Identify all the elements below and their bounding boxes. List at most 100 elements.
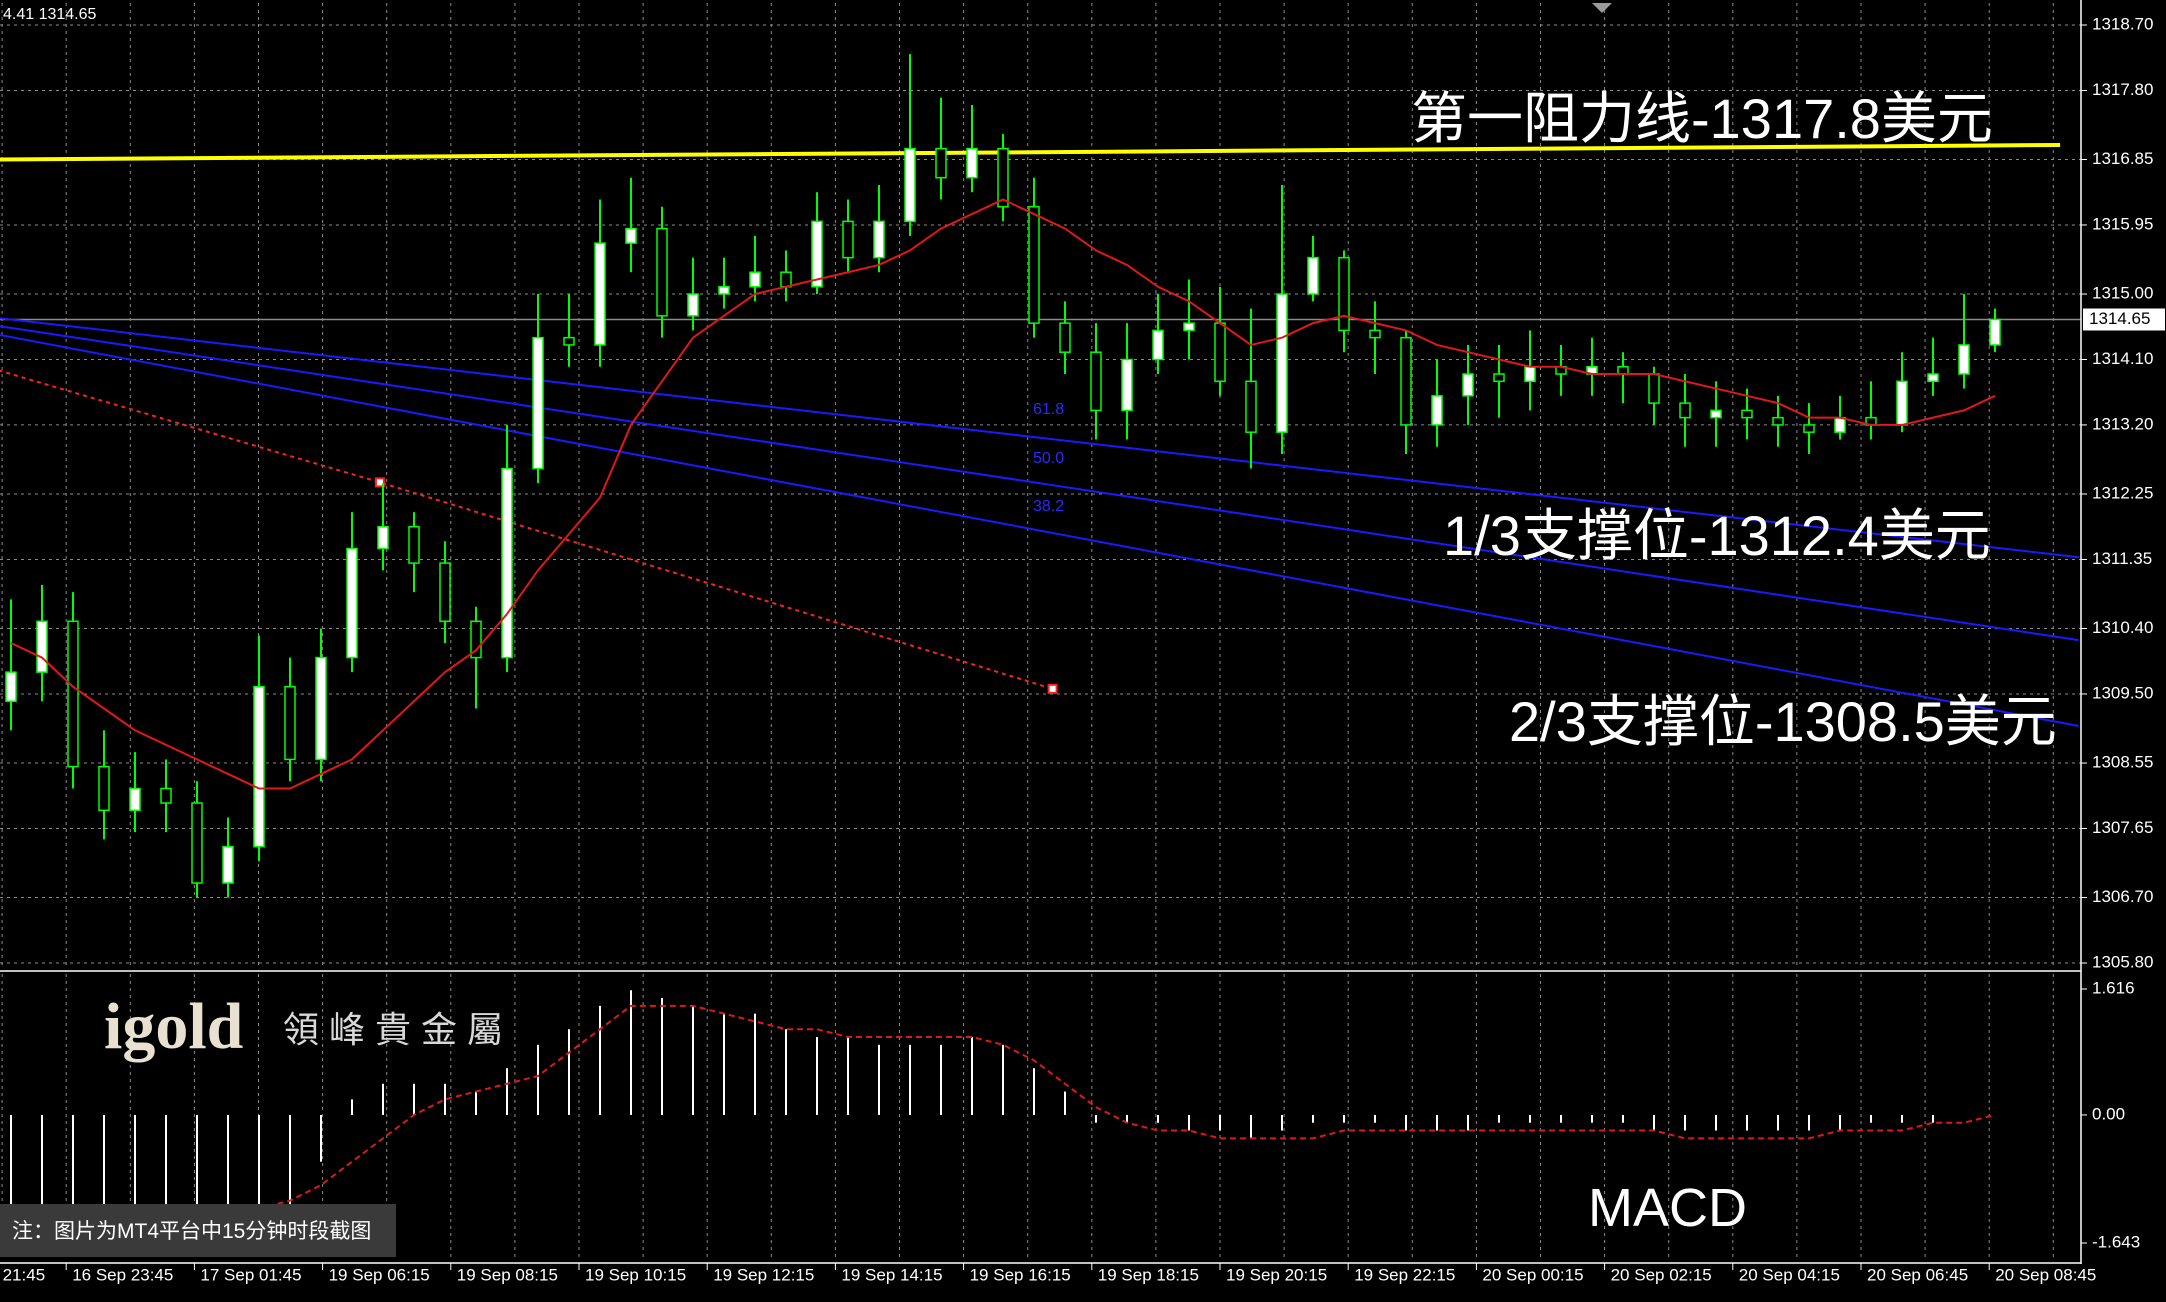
macd-y-tick-label: -1.643 (2092, 1232, 2140, 1251)
trend-line (0, 369, 1053, 690)
macd-signal (11, 1004, 1996, 1233)
candle-body (1431, 395, 1443, 426)
candle-body (346, 547, 358, 659)
y-tick-label: 1313.20 (2092, 414, 2153, 433)
candle-body (594, 242, 606, 346)
candle-body (1958, 344, 1970, 375)
x-tick-label: 19 Sep 08:15 (457, 1265, 558, 1284)
x-tick-label: 20 Sep 08:45 (1995, 1265, 2096, 1284)
candle-body (625, 227, 637, 244)
candle-body (780, 271, 792, 288)
y-tick-label: 1315.00 (2092, 284, 2153, 303)
x-tick-label: 19 Sep 10:15 (585, 1265, 686, 1284)
candle-body (5, 671, 17, 702)
y-tick-label: 1310.40 (2092, 618, 2153, 637)
y-tick-label: 1311.35 (2092, 549, 2152, 568)
candle-body (873, 220, 885, 259)
candle-body (1679, 402, 1691, 419)
y-tick-label: 1308.55 (2092, 753, 2153, 772)
note: 注：图片为MT4平台中15分钟时段截图 (12, 1220, 371, 1243)
candle-body (1772, 416, 1784, 426)
x-tick-label: 16 Sep 21:45 (0, 1265, 45, 1284)
candle-body (1648, 373, 1660, 404)
x-tick-label: 19 Sep 16:15 (970, 1265, 1071, 1284)
fib-label: 61.8 (1033, 401, 1064, 418)
candle-body (1183, 322, 1195, 332)
macd-y-tick-label: 1.616 (2092, 978, 2135, 997)
x-tick-label: 20 Sep 06:45 (1867, 1265, 1968, 1284)
x-tick-label: 20 Sep 02:15 (1611, 1265, 1712, 1284)
y-tick-label: 1314.10 (2092, 349, 2153, 368)
fib-label: 38.2 (1033, 498, 1064, 515)
candle-body (966, 147, 978, 179)
y-tick-label: 1312.25 (2092, 483, 2153, 502)
header-text: 4.41 1314.65 (3, 6, 97, 23)
candle-body (1803, 424, 1815, 433)
annotation: 1/3支撑位-1312.4美元 (1443, 504, 1991, 567)
trend-line (0, 317, 2079, 559)
candle-body (749, 271, 761, 288)
y-tick-label: 1317.80 (2092, 80, 2153, 99)
candle-body (1059, 322, 1071, 353)
candle-body (1338, 256, 1350, 332)
trend-line (0, 325, 2079, 642)
candle-body (811, 220, 823, 288)
candle-body (1462, 373, 1474, 397)
price-box (2083, 308, 2165, 331)
candle-body (1214, 322, 1226, 383)
shift-marker (1592, 3, 1612, 13)
candle-body (253, 685, 265, 848)
candle-body (563, 336, 575, 346)
y-tick-label: 1307.65 (2092, 818, 2153, 837)
candle-body (191, 802, 203, 884)
candle-body (532, 336, 544, 470)
candle-body (997, 147, 1009, 208)
price-panel: 61.8 50.0 38.2 (0, 3, 2081, 968)
candle-body (1121, 358, 1133, 412)
candle-body (656, 227, 668, 317)
candle-body (718, 286, 730, 295)
candle-body (160, 787, 172, 804)
x-tick-label: 19 Sep 12:15 (713, 1265, 814, 1284)
candle-body (377, 525, 389, 550)
logo: igold (104, 990, 243, 1063)
candle-body (1493, 373, 1505, 383)
candle-body (1617, 366, 1629, 375)
candle-body (1710, 409, 1722, 419)
y-tick-label: 1306.70 (2092, 887, 2153, 906)
candle-body (501, 467, 513, 659)
candle-body (1989, 318, 2001, 346)
candle-body (1834, 416, 1846, 433)
candle-body (315, 656, 327, 761)
candle-body (687, 293, 699, 317)
x-tick-label: 20 Sep 00:15 (1482, 1265, 1583, 1284)
line-anchor (1047, 683, 1058, 694)
note-box (0, 1204, 396, 1257)
candle-body (1245, 380, 1257, 433)
candle-body (1152, 329, 1164, 361)
x-tick-label: 19 Sep 06:15 (329, 1265, 430, 1284)
line-anchor (374, 477, 385, 488)
y-tick-label: 1318.70 (2092, 14, 2153, 33)
x-tick-label: 16 Sep 23:45 (72, 1265, 173, 1284)
annotation: 2/3支撑位-1308.5美元 (1509, 690, 2057, 753)
candle-body (470, 620, 482, 659)
trend-line (0, 334, 2079, 727)
candle-body (1524, 366, 1536, 383)
candle-body (439, 562, 451, 622)
candle-body (1307, 256, 1319, 295)
fib-label: 50.0 (1033, 450, 1064, 467)
candle-body (222, 845, 234, 884)
candle-body (129, 787, 141, 812)
macd-title: MACD (1588, 1178, 1747, 1238)
x-tick-label: 19 Sep 14:15 (841, 1265, 942, 1284)
candle-body (842, 220, 854, 259)
y-tick-label: 1309.50 (2092, 683, 2153, 702)
x-tick-label: 17 Sep 01:45 (200, 1265, 301, 1284)
candle-body (1927, 373, 1939, 383)
y-tick-label: 1305.80 (2092, 952, 2153, 971)
candle-body (1369, 329, 1381, 339)
